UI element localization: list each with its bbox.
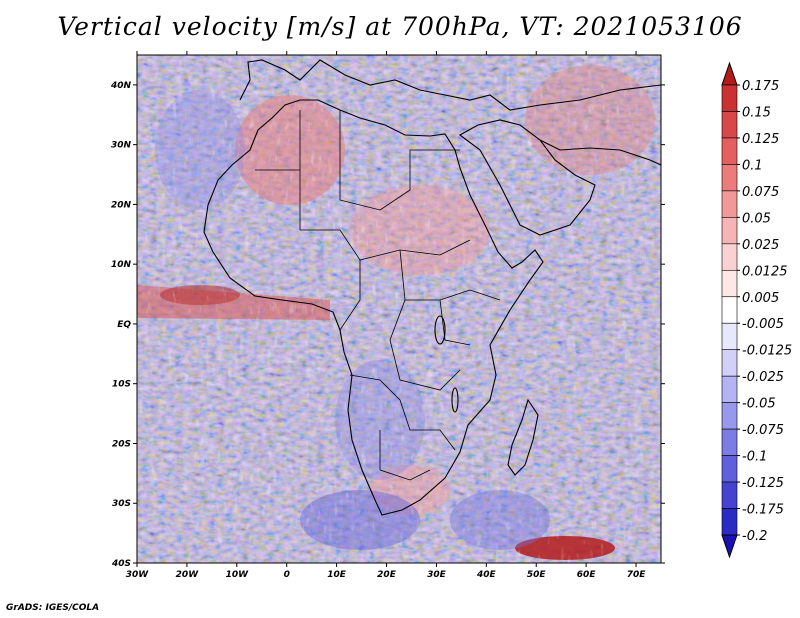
- colorbar-arrow-bottom: [721, 534, 738, 559]
- credit-text: GrADS: IGES/COLA: [6, 603, 100, 613]
- colorbar-segment: [721, 190, 738, 218]
- arabia-coastline: [458, 119, 596, 236]
- plot-frame: [136, 54, 662, 564]
- lat-tick-label: 20N: [111, 200, 132, 210]
- lat-tick-label: 30S: [112, 499, 131, 509]
- lon-tick-label: 30W: [126, 570, 150, 580]
- colorbar-segment: [721, 349, 738, 377]
- colorbar-segment: [721, 269, 738, 298]
- colorbar-segment: [721, 137, 738, 165]
- lon-tick-label: 70E: [627, 570, 647, 580]
- colorbar-label: -0.075: [742, 423, 784, 438]
- field-white-streaks: [137, 55, 661, 563]
- colorbar-segment: [721, 481, 738, 509]
- colorbar-label: 0.15: [742, 105, 771, 120]
- lon-tick-label: 20E: [377, 570, 397, 580]
- lon-tick-label: 20W: [176, 570, 200, 580]
- lon-tick-label: 30E: [427, 570, 447, 580]
- lat-tick-label: 40N: [110, 81, 132, 91]
- colorbar-segment: [721, 164, 738, 192]
- madagascar-coastline: [507, 398, 539, 476]
- lon-tick-label: 50E: [527, 570, 547, 580]
- colorbar: 0.175 0.15 0.125 0.1 0.075 0.05 0.025 0.0125 0.0…: [721, 61, 792, 559]
- colorbar-segment: [721, 428, 738, 456]
- colorbar-label: 0.025: [742, 238, 779, 253]
- colorbar-label: 0.05: [742, 211, 771, 226]
- lake-malawi: [451, 387, 459, 413]
- lat-tick-label: 10N: [111, 260, 132, 270]
- border-lines: [255, 110, 501, 481]
- longitude-axis: 30W 20W 10W 0 10E 20E 30E 40E 50E 60E 70E: [126, 51, 646, 580]
- colorbar-segment: [721, 217, 738, 245]
- lon-tick-label: 40E: [476, 570, 497, 580]
- colorbar-arrow-top: [721, 61, 738, 86]
- colorbar-segment: [721, 402, 738, 430]
- colorbar-label: -0.1: [742, 450, 767, 465]
- colorbar-label: -0.125: [742, 476, 784, 491]
- europe-coastline: [239, 59, 661, 111]
- colorbar-segment: [721, 375, 738, 403]
- latitude-axis: 40N 30N 20N 10N EQ 10S 20S 30S 40S: [110, 81, 665, 569]
- colorbar-label: 0.0125: [742, 264, 788, 279]
- lon-tick-label: 10E: [327, 570, 347, 580]
- lon-tick-label: 10W: [226, 570, 250, 580]
- colorbar-label: 0.125: [742, 132, 779, 147]
- lon-tick-label: 0: [284, 570, 290, 580]
- lon-tick-label: 60E: [577, 570, 597, 580]
- colorbar-label: 0.175: [742, 79, 779, 94]
- colorbar-segment: [721, 111, 738, 139]
- colorbar-label: -0.175: [742, 503, 784, 518]
- colorbar-segment: [721, 84, 738, 112]
- lat-tick-label: EQ: [117, 320, 131, 330]
- velocity-field: [137, 55, 661, 563]
- colorbar-label: -0.005: [742, 317, 784, 332]
- lat-tick-label: 30N: [111, 141, 132, 151]
- colorbar-segment: [721, 322, 738, 351]
- colorbar-label: -0.2: [742, 529, 767, 544]
- lat-tick-label: 20S: [112, 439, 131, 449]
- africa-coastline: [203, 99, 544, 516]
- colorbar-label: -0.05: [742, 397, 776, 412]
- chart-title: Vertical velocity [m/s] at 700hPa, VT: 2…: [57, 12, 743, 41]
- colorbar-segment: [721, 243, 738, 271]
- colorbar-segment: [721, 296, 738, 324]
- colorbar-segment: [721, 508, 738, 536]
- colorbar-segment: [721, 455, 738, 483]
- lat-tick-label: 10S: [112, 380, 131, 390]
- lat-tick-label: 40S: [111, 559, 131, 569]
- colorbar-label: 0.1: [742, 158, 763, 173]
- coastlines: [203, 59, 661, 516]
- middle-east-outline: [539, 139, 661, 166]
- colorbar-label: -0.025: [742, 370, 784, 385]
- colorbar-label: 0.075: [742, 185, 779, 200]
- lake-victoria-tanganyika: [434, 315, 446, 345]
- colorbar-label: -0.0125: [742, 344, 792, 359]
- colorbar-label: 0.005: [742, 291, 779, 306]
